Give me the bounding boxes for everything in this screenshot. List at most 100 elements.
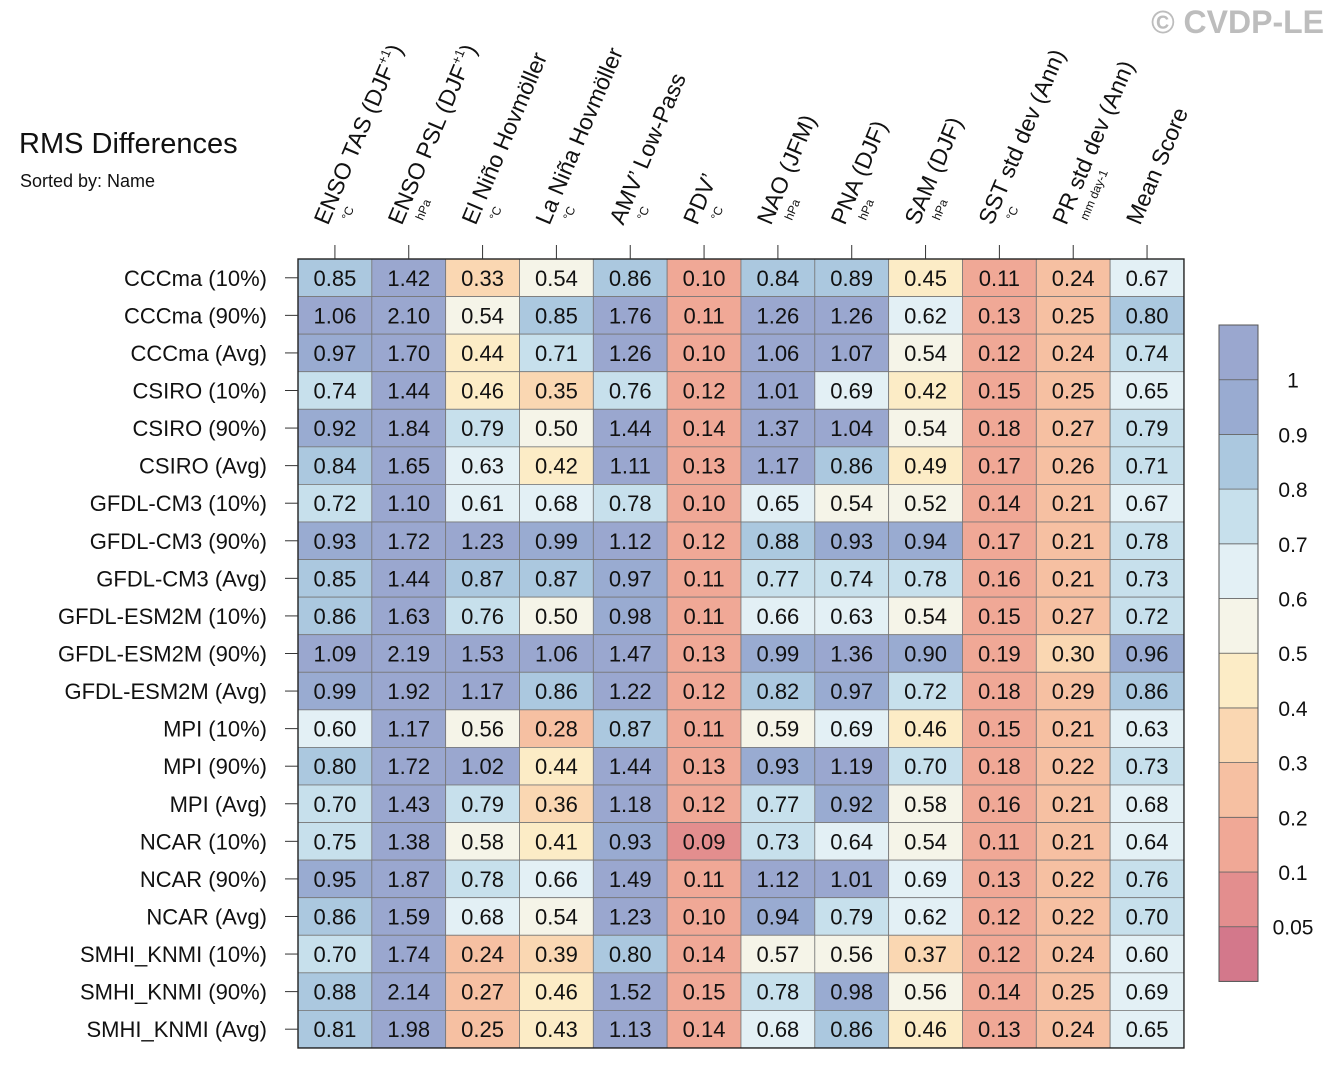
heatmap-cell	[592, 521, 668, 560]
heatmap-cell	[1035, 296, 1111, 335]
cell-value: 1.12	[756, 867, 799, 892]
cell-value: 0.21	[1052, 717, 1095, 742]
column-unit: °C	[560, 204, 578, 222]
heatmap-cell	[1035, 822, 1111, 861]
heatmap-cell	[445, 671, 520, 711]
cell-value: 0.88	[756, 529, 799, 554]
heatmap-cell	[962, 784, 1037, 823]
heatmap-cell	[962, 484, 1037, 523]
cell-value: 0.42	[535, 454, 578, 479]
cell-value: 1.26	[609, 341, 652, 366]
heatmap-cell	[1109, 521, 1185, 560]
heatmap-cell	[445, 596, 520, 636]
cell-value: 0.78	[756, 980, 799, 1005]
heatmap-cell	[888, 1010, 963, 1049]
heatmap-cell	[814, 634, 890, 673]
cell-value: 0.68	[461, 904, 504, 929]
row-label: CCCma (90%)	[124, 303, 267, 328]
cell-value: 0.27	[461, 980, 504, 1005]
cell-value: 1.43	[387, 792, 430, 817]
cell-value: 0.16	[978, 566, 1021, 591]
cell-value: 0.68	[756, 1017, 799, 1042]
heatmap-cell	[592, 671, 668, 711]
heatmap-cell	[814, 747, 890, 786]
colorbar-label: 0.3	[1278, 753, 1307, 776]
row-label: GFDL-CM3 (10%)	[90, 491, 267, 516]
cell-value: 0.71	[535, 341, 578, 366]
cell-value: 0.11	[683, 303, 724, 328]
heatmap-cell	[592, 709, 668, 748]
cell-value: 0.73	[1126, 754, 1169, 779]
heatmap-cell	[814, 671, 890, 711]
heatmap-cell	[962, 371, 1037, 410]
cell-value: 0.46	[461, 378, 504, 403]
colorbar-segment	[1218, 926, 1259, 982]
heatmap-cell	[888, 521, 963, 560]
cell-value: 0.56	[904, 980, 947, 1005]
cell-value: 0.80	[609, 942, 652, 967]
heatmap-cell	[740, 634, 816, 673]
colorbar-label: 0.7	[1278, 534, 1307, 557]
cell-value: 1.26	[830, 303, 873, 328]
cell-value: 0.12	[978, 942, 1021, 967]
heatmap-cell	[962, 1010, 1037, 1049]
heatmap-cell	[519, 747, 594, 786]
cell-value: 0.70	[904, 754, 947, 779]
colorbar-segment	[1218, 762, 1259, 818]
cell-value: 0.66	[535, 867, 578, 892]
row-label: MPI (10%)	[163, 717, 267, 742]
heatmap-cell	[297, 671, 373, 711]
cell-value: 0.25	[1052, 378, 1095, 403]
heatmap-cell	[740, 934, 816, 974]
cell-value: 0.99	[314, 679, 357, 704]
cell-value: 0.97	[609, 566, 652, 591]
cell-value: 0.86	[314, 904, 357, 929]
heatmap-cell	[666, 1010, 742, 1049]
cell-value: 0.67	[1126, 491, 1169, 516]
chart-title: RMS Differences	[19, 128, 238, 160]
heatmap-cell	[666, 671, 742, 711]
cell-value: 0.10	[683, 266, 726, 291]
heatmap-cell	[445, 859, 520, 899]
cell-value: 1.42	[387, 266, 430, 291]
column-label-text: AMV’ Low-Pass	[604, 69, 691, 228]
cell-value: 0.58	[461, 829, 504, 854]
heatmap-cell	[297, 559, 373, 598]
cell-value: 0.24	[1052, 341, 1095, 366]
row-label: GFDL-CM3 (Avg)	[96, 566, 267, 591]
cell-value: 0.21	[1052, 566, 1095, 591]
row-label: MPI (Avg)	[170, 792, 267, 817]
heatmap-cell	[1035, 934, 1111, 974]
row-label: CCCma (10%)	[124, 266, 267, 291]
cell-value: 0.86	[830, 1017, 873, 1042]
heatmap-cell	[1035, 596, 1111, 636]
heatmap-cell	[962, 859, 1037, 899]
cell-value: 0.69	[1126, 980, 1169, 1005]
cell-value: 1.74	[387, 942, 430, 967]
cell-value: 0.11	[683, 717, 724, 742]
cell-value: 0.21	[1052, 792, 1095, 817]
colorbar-segment	[1218, 707, 1259, 764]
heatmap-cell	[888, 784, 963, 823]
heatmap-cell	[1035, 408, 1111, 448]
cell-value: 0.11	[683, 566, 724, 591]
cell-value: 0.70	[1126, 904, 1169, 929]
cell-value: 0.56	[461, 717, 504, 742]
heatmap-cell	[888, 897, 963, 936]
cell-value: 0.25	[1052, 980, 1095, 1005]
cell-value: 1.65	[387, 454, 430, 479]
cell-value: 1.01	[830, 867, 873, 892]
cell-value: 0.86	[609, 266, 652, 291]
cell-value: 0.97	[830, 679, 873, 704]
heatmap-cell	[666, 521, 742, 560]
cell-value: 0.54	[535, 904, 578, 929]
cell-value: 0.12	[978, 904, 1021, 929]
colorbar-label: 0.8	[1278, 479, 1307, 502]
heatmap-cell	[666, 596, 742, 636]
cell-value: 1.22	[609, 679, 652, 704]
colorbar-segment	[1218, 543, 1259, 599]
cell-value: 0.93	[830, 529, 873, 554]
cell-value: 0.14	[978, 491, 1021, 516]
colorbar-label: 0.4	[1278, 698, 1308, 721]
cell-value: 0.98	[830, 980, 873, 1005]
